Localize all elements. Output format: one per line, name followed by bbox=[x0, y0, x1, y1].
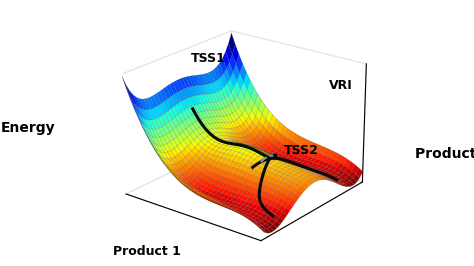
Text: TSS1: TSS1 bbox=[191, 52, 226, 65]
Text: Product 2: Product 2 bbox=[415, 147, 474, 161]
Text: TSS2: TSS2 bbox=[283, 144, 319, 157]
Text: Product 1: Product 1 bbox=[113, 245, 181, 258]
Text: VRI: VRI bbox=[329, 79, 353, 92]
Text: Energy: Energy bbox=[1, 121, 56, 135]
